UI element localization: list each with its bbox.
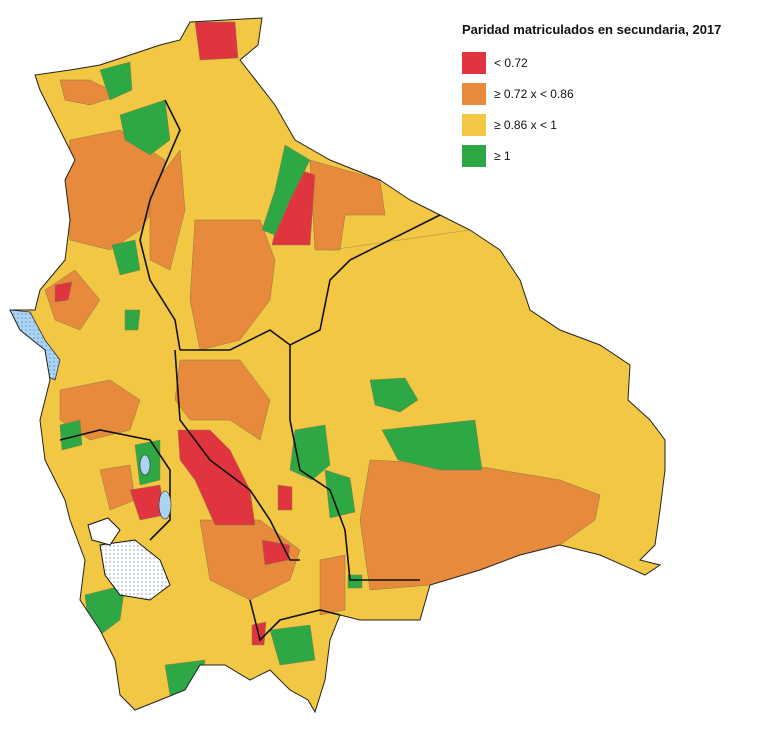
region: [347, 574, 363, 589]
legend: Paridad matriculados en secundaria, 2017…: [462, 22, 721, 167]
region: [277, 484, 293, 511]
region: [119, 99, 171, 156]
legend-label: ≥ 0.86 x < 1: [494, 118, 557, 132]
region: [59, 79, 121, 106]
department-border: [289, 345, 420, 581]
legend-label: < 0.72: [494, 56, 528, 70]
region: [189, 219, 276, 351]
salt-flat-pattern: [100, 540, 170, 600]
lake: [139, 454, 151, 476]
department-border: [180, 214, 441, 351]
region: [54, 281, 73, 303]
region: [324, 469, 356, 519]
region-border: [329, 229, 471, 251]
salt-flat: [87, 517, 121, 546]
department-border: [59, 429, 171, 541]
region: [99, 61, 133, 101]
legend-label: ≥ 1: [494, 149, 511, 163]
department-border: [174, 349, 300, 561]
region: [381, 419, 483, 471]
legend-title: Paridad matriculados en secundaria, 2017: [462, 22, 721, 37]
region: [59, 419, 83, 451]
region: [369, 377, 419, 413]
region: [269, 624, 316, 666]
region: [174, 359, 271, 441]
region: [261, 144, 311, 236]
region: [199, 519, 301, 601]
lake: [158, 490, 172, 520]
region: [319, 554, 346, 616]
region: [124, 309, 141, 331]
region: [177, 429, 256, 526]
legend-label: ≥ 0.72 x < 0.86: [494, 87, 574, 101]
region: [194, 21, 239, 61]
department-border: [139, 99, 181, 351]
legend-swatch: [462, 52, 486, 74]
legend-swatch: [462, 145, 486, 167]
region: [111, 239, 141, 276]
legend-swatch: [462, 83, 486, 105]
department-border: [249, 599, 341, 642]
legend-swatch: [462, 114, 486, 136]
